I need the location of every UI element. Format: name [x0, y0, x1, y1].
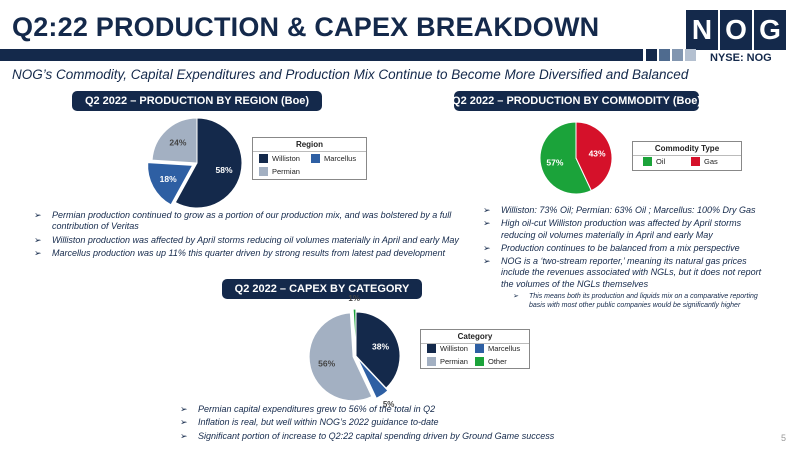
page-number: 5 — [781, 433, 787, 443]
pie-slice-permian — [308, 312, 373, 402]
bullet-list-commodity: Williston: 73% Oil; Permian: 63% Oil ; M… — [483, 205, 773, 312]
legend-item-williston: Williston — [259, 154, 300, 163]
bullet-item: Production continues to be balanced from… — [483, 243, 773, 255]
legend-item-williston: Williston — [427, 344, 468, 353]
header-square — [659, 49, 670, 61]
ticker-label: NYSE: NOG — [710, 52, 772, 64]
logo-letter: G — [754, 10, 786, 50]
header-square — [646, 49, 657, 61]
bullet-item: Williston: 73% Oil; Permian: 63% Oil ; M… — [483, 205, 773, 217]
pie-slice-permian — [151, 117, 198, 164]
header-square — [685, 49, 696, 61]
bullet-item: Significant portion of increase to Q2:22… — [180, 431, 600, 443]
pie-slice-marcellus — [357, 358, 389, 399]
legend-item-marcellus: Marcellus — [311, 154, 356, 163]
pie-label-gas: 43% — [589, 148, 606, 158]
legend-item-gas: Gas — [691, 157, 718, 166]
legend-item-permian: Permian — [427, 357, 468, 366]
pie-label-marcellus: 18% — [160, 174, 177, 184]
bullet-item: NOG is a ‘two-stream reporter,’ meaning … — [483, 256, 773, 310]
legend-item-oil: Oil — [643, 157, 665, 166]
logo-letter: O — [720, 10, 752, 50]
pie-slice-gas — [575, 121, 613, 192]
legend-title: Category — [421, 330, 529, 344]
page-title: Q2:22 PRODUCTION & CAPEX BREAKDOWN — [12, 12, 600, 42]
bullet-list-capex: Permian capital expenditures grew to 56%… — [180, 404, 600, 444]
bullet-item: Marcellus production was up 11% this qua… — [34, 248, 464, 260]
sub-bullet-item: This means both its production and liqui… — [513, 293, 773, 311]
logo-letter: N — [686, 10, 718, 50]
bullet-item: Permian production continued to grow as … — [34, 210, 464, 233]
chart-title-capex: Q2 2022 – CAPEX BY CATEGORY — [222, 279, 422, 299]
header-square — [672, 49, 683, 61]
bullet-item: Williston production was affected by Apr… — [34, 235, 464, 247]
legend-title: Commodity Type — [633, 142, 741, 156]
bullet-list-region: Permian production continued to grow as … — [34, 210, 464, 261]
legend-item-other: Other — [475, 357, 507, 366]
chart-title-region: Q2 2022 – PRODUCTION BY REGION (Boe) — [72, 91, 322, 111]
pie-slice-other — [352, 308, 357, 354]
legend-capex: Category Williston Marcellus Permian Oth… — [420, 329, 530, 369]
legend-title: Region — [253, 138, 366, 152]
nog-logo: N O G — [686, 10, 786, 50]
pie-chart-capex: 38%5%56%1% — [308, 294, 401, 409]
pie-chart-commodity: 57% 43% — [539, 121, 613, 195]
pie-slice-williston — [355, 311, 401, 389]
pie-label-oil: 57% — [546, 158, 563, 168]
chart-title-commodity: Q2 2022 – PRODUCTION BY COMMODITY (Boe) — [452, 91, 701, 111]
pie-slice-williston — [174, 117, 243, 209]
legend-item-marcellus: Marcellus — [475, 344, 520, 353]
page-subtitle: NOG’s Commodity, Capital Expenditures an… — [12, 67, 689, 82]
pie-label-permian: 56% — [318, 359, 335, 369]
pie-slice-oil — [539, 121, 592, 195]
sub-bullet-list: This means both its production and liqui… — [501, 293, 773, 311]
pie-label-permian: 24% — [169, 138, 186, 148]
pie-label-williston: 58% — [216, 165, 233, 175]
header-rule — [0, 49, 643, 61]
pie-slice-marcellus — [147, 162, 194, 206]
legend-region: Region Williston Marcellus Permian — [252, 137, 367, 180]
pie-chart-region: 58% 18% 24% — [147, 117, 243, 209]
bullet-item: Permian capital expenditures grew to 56%… — [180, 404, 600, 416]
legend-commodity: Commodity Type Oil Gas — [632, 141, 742, 171]
bullet-item: Inflation is real, but well within NOG’s… — [180, 417, 600, 429]
legend-item-permian: Permian — [259, 167, 300, 176]
pie-label-williston: 38% — [372, 341, 389, 351]
pie-label-other: 1% — [348, 294, 360, 303]
bullet-item: High oil-cut Williston production was af… — [483, 218, 773, 241]
